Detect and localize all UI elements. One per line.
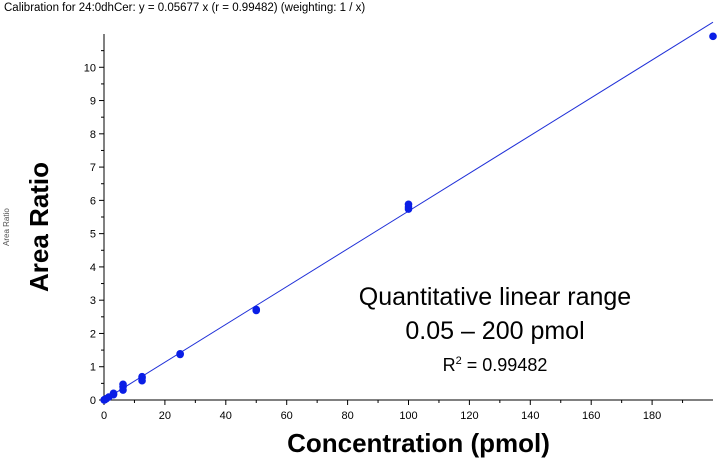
x-tick-label: 60 <box>281 410 293 422</box>
data-point <box>176 349 184 358</box>
small-y-axis-label: Area Ratio <box>2 208 11 246</box>
x-tick-label: 80 <box>341 410 353 422</box>
x-tick-label: 100 <box>399 410 417 422</box>
data-point <box>709 32 717 41</box>
x-axis-title: Concentration (pmol) <box>287 428 550 458</box>
x-tick-label: 180 <box>643 410 661 422</box>
y-tick-label: 2 <box>90 328 96 340</box>
y-tick-label: 5 <box>90 229 96 241</box>
annotation-range-title: Quantitative linear range <box>358 283 632 311</box>
x-tick-label: 160 <box>582 410 600 422</box>
r2-prefix: R <box>442 355 456 375</box>
r2-value: = 0.99482 <box>461 355 548 375</box>
data-point <box>252 305 261 314</box>
calibration-title: Calibration for 24:0dhCer: y = 0.05677 x… <box>4 2 366 14</box>
y-tick-label: 9 <box>90 96 96 108</box>
y-tick-label: 1 <box>90 362 96 374</box>
x-tick-label: 40 <box>220 410 232 422</box>
y-tick-label: 8 <box>90 129 96 141</box>
annotation-range-values: 0.05 – 200 pmol <box>405 317 585 345</box>
data-point <box>119 380 127 389</box>
data-point <box>404 200 413 209</box>
x-tick-label: 20 <box>159 410 171 422</box>
data-point <box>138 372 146 381</box>
y-tick-label: 6 <box>90 195 96 207</box>
data-points <box>100 32 717 404</box>
y-axis-title: Area Ratio <box>24 161 54 292</box>
r2-superscript: 2 <box>455 355 462 367</box>
data-point <box>109 389 118 398</box>
x-tick-label: 120 <box>460 410 478 422</box>
y-tick-label: 3 <box>90 295 96 307</box>
x-tick-label: 140 <box>521 410 539 422</box>
y-tick-label: 0 <box>90 395 96 407</box>
y-tick-label: 10 <box>84 62 96 74</box>
y-tick-label: 7 <box>90 162 96 174</box>
y-tick-label: 4 <box>90 262 96 274</box>
annotation-r-squared: R2 = 0.99482 <box>330 355 660 376</box>
x-tick-label: 0 <box>101 410 107 422</box>
